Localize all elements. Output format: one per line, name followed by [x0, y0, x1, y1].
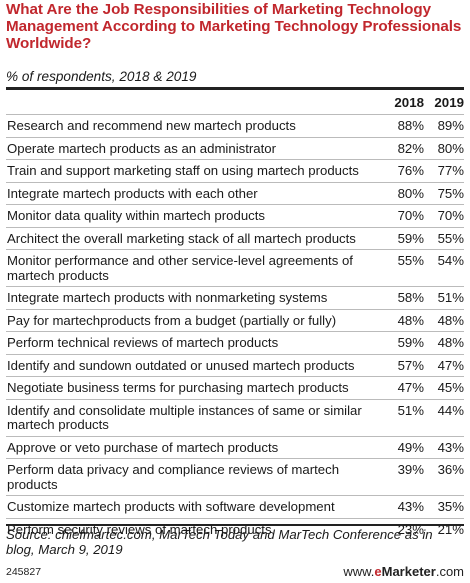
- header-row: 2018 2019: [6, 90, 464, 115]
- row-label: Perform technical reviews of martech pro…: [7, 335, 279, 350]
- table-row: Train and support marketing staff on usi…: [6, 160, 464, 182]
- value-2019: 80%: [437, 140, 464, 156]
- value-2019: 35%: [437, 499, 464, 514]
- row-label: Integrate martech products with each oth…: [7, 185, 258, 201]
- value-2019: 44%: [437, 402, 464, 418]
- value-2018: 57%: [397, 357, 424, 373]
- chart-id: 245827: [6, 566, 42, 578]
- value-2019: 75%: [437, 185, 464, 201]
- table-body: Research and recommend new martech produ…: [6, 115, 464, 541]
- table-row: Customize martech products with software…: [6, 496, 464, 518]
- value-2018: 59%: [397, 335, 424, 350]
- value-2018: 58%: [397, 290, 424, 305]
- data-table: 2018 2019 Research and recommend new mar…: [6, 90, 464, 540]
- bottom-rule: [6, 524, 464, 526]
- row-label: Monitor performance and other service-le…: [7, 253, 353, 283]
- value-2018: 47%: [397, 380, 424, 395]
- value-2018: 49%: [397, 439, 424, 455]
- value-2018: 51%: [397, 402, 424, 418]
- row-label: Customize martech products with software…: [7, 499, 335, 514]
- brand-e: e: [374, 564, 382, 579]
- brand-name: Marketer: [381, 564, 436, 579]
- table-row: Monitor data quality within martech prod…: [6, 205, 464, 227]
- value-2019: 77%: [437, 163, 464, 178]
- table-row: Monitor performance and other service-le…: [6, 250, 464, 287]
- value-2018: 76%: [397, 163, 424, 178]
- value-2018: 59%: [397, 230, 424, 246]
- value-2018: 88%: [397, 118, 424, 133]
- row-label: Identify and consolidate multiple instan…: [7, 402, 362, 432]
- value-2018: 43%: [397, 499, 424, 514]
- table-row: Perform data privacy and compliance revi…: [6, 459, 464, 496]
- row-label: Research and recommend new martech produ…: [7, 118, 296, 133]
- value-2019: 55%: [437, 230, 464, 246]
- brand-suffix: .com: [435, 564, 464, 579]
- table-row: Identify and sundown outdated or unused …: [6, 354, 464, 377]
- value-2019: 48%: [437, 335, 464, 350]
- top-rule: [6, 87, 464, 90]
- table-header: 2018 2019: [6, 90, 464, 115]
- value-2019: 43%: [437, 439, 464, 455]
- header-label-column: [6, 90, 384, 115]
- source-note: Source: chiefmartec.com, MarTech Today a…: [6, 527, 433, 557]
- row-label: Negotiate business terms for purchasing …: [7, 380, 349, 395]
- table-row: Perform technical reviews of martech pro…: [6, 332, 464, 354]
- value-2018: 70%: [397, 208, 424, 223]
- table-row: Approve or veto purchase of martech prod…: [6, 436, 464, 459]
- chart-subtitle: % of respondents, 2018 & 2019: [6, 69, 197, 84]
- value-2019: 51%: [437, 290, 464, 305]
- value-2018: 82%: [397, 140, 424, 156]
- value-2019: 70%: [437, 208, 464, 223]
- value-2019: 47%: [437, 357, 464, 373]
- table-row: Pay for martechproducts from a budget (p…: [6, 309, 464, 332]
- value-2018: 39%: [397, 462, 424, 477]
- header-2018: 2018: [394, 94, 424, 110]
- value-2019: 89%: [437, 118, 464, 133]
- row-label: Train and support marketing staff on usi…: [7, 163, 359, 178]
- row-label: Pay for martechproducts from a budget (p…: [7, 312, 337, 328]
- chart-title: What Are the Job Responsibilities of Mar…: [6, 1, 462, 52]
- brand-prefix: www.: [343, 564, 375, 579]
- row-label: Architect the overall marketing stack of…: [7, 230, 356, 246]
- table-row: Research and recommend new martech produ…: [6, 115, 464, 137]
- table-row: Operate martech products as an administr…: [6, 137, 464, 160]
- table-row: Identify and consolidate multiple instan…: [6, 399, 464, 436]
- table-row: Negotiate business terms for purchasing …: [6, 377, 464, 399]
- row-label: Operate martech products as an administr…: [7, 140, 277, 156]
- value-2018: 48%: [397, 312, 424, 328]
- row-label: Integrate martech products with nonmarke…: [7, 290, 328, 305]
- value-2018: 80%: [397, 185, 424, 201]
- value-2018: 55%: [397, 253, 424, 268]
- header-2019: 2019: [434, 94, 464, 110]
- value-2019: 54%: [437, 253, 464, 268]
- value-2019: 48%: [437, 312, 464, 328]
- value-2019: 45%: [437, 380, 464, 395]
- row-label: Monitor data quality within martech prod…: [7, 208, 266, 223]
- brand-logo: www.eMarketer.com: [343, 564, 464, 579]
- table-row: Integrate martech products with each oth…: [6, 182, 464, 205]
- table-row: Integrate martech products with nonmarke…: [6, 287, 464, 309]
- row-label: Approve or veto purchase of martech prod…: [7, 439, 279, 455]
- table-row: Architect the overall marketing stack of…: [6, 227, 464, 250]
- row-label: Identify and sundown outdated or unused …: [7, 357, 355, 373]
- row-label: Perform data privacy and compliance revi…: [7, 462, 340, 492]
- value-2019: 36%: [437, 462, 464, 477]
